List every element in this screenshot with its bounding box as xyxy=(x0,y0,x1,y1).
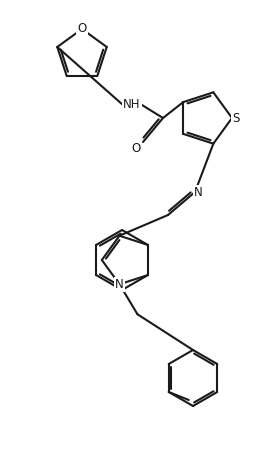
Text: O: O xyxy=(77,23,87,35)
Text: S: S xyxy=(232,111,240,125)
Text: N: N xyxy=(194,185,202,198)
Text: NH: NH xyxy=(123,98,141,111)
Text: N: N xyxy=(115,278,124,291)
Text: O: O xyxy=(131,141,141,154)
